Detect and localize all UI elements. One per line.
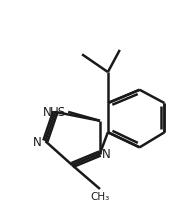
Text: N: N [43, 106, 52, 119]
Text: N: N [33, 135, 42, 148]
Text: N: N [102, 147, 111, 160]
Text: HS: HS [50, 106, 66, 119]
Text: CH₃: CH₃ [90, 191, 110, 201]
